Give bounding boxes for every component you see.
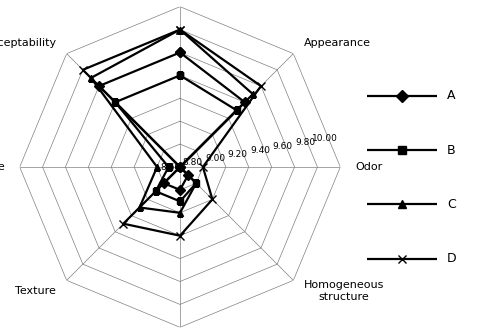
- Text: 8.60: 8.60: [160, 163, 180, 171]
- B: [152, 189, 158, 193]
- Text: 9.60: 9.60: [272, 142, 292, 151]
- A: [177, 188, 183, 192]
- A: [177, 165, 183, 169]
- C: [250, 92, 256, 96]
- D: [120, 222, 126, 226]
- Text: 9.00: 9.00: [205, 154, 225, 163]
- D: [177, 165, 183, 169]
- Text: Odor: Odor: [355, 162, 382, 172]
- C: [177, 211, 183, 215]
- Text: 10.00: 10.00: [312, 134, 338, 143]
- Line: B: B: [112, 72, 240, 205]
- Text: Appearance: Appearance: [304, 38, 371, 48]
- D: [177, 28, 183, 32]
- C: [193, 181, 199, 185]
- B: [112, 100, 118, 104]
- Text: C: C: [447, 198, 456, 211]
- C: [177, 28, 183, 32]
- B: [177, 73, 183, 77]
- B: [193, 181, 199, 185]
- Line: A: A: [96, 49, 248, 193]
- C: [177, 28, 183, 32]
- C: [177, 165, 183, 169]
- Text: 9.80: 9.80: [295, 138, 315, 147]
- B: [177, 73, 183, 77]
- Text: Texture: Texture: [15, 286, 56, 296]
- Text: Overall acceptability: Overall acceptability: [0, 38, 56, 48]
- B: [177, 199, 183, 203]
- C: [154, 165, 160, 169]
- A: [177, 50, 183, 54]
- Text: 8.80: 8.80: [182, 158, 203, 167]
- D: [258, 84, 264, 88]
- D: [80, 68, 86, 72]
- A: [177, 165, 183, 169]
- B: [177, 165, 183, 169]
- Text: Homogeneous
structure: Homogeneous structure: [304, 280, 384, 302]
- Text: 9.20: 9.20: [228, 150, 248, 159]
- A: [161, 181, 167, 185]
- A: [177, 50, 183, 54]
- D: [210, 197, 216, 201]
- D: [177, 28, 183, 32]
- B: [234, 108, 239, 112]
- Line: C: C: [88, 26, 256, 216]
- D: [177, 234, 183, 238]
- A: [185, 173, 191, 177]
- D: [200, 165, 206, 169]
- C: [136, 205, 142, 209]
- Text: B: B: [447, 144, 456, 157]
- Line: D: D: [78, 25, 265, 240]
- Text: A: A: [447, 90, 456, 102]
- A: [96, 84, 102, 88]
- C: [88, 76, 94, 80]
- Text: D: D: [447, 252, 456, 265]
- Text: 9.40: 9.40: [250, 146, 270, 155]
- B: [166, 165, 172, 169]
- Text: Taste: Taste: [0, 162, 5, 172]
- A: [242, 100, 248, 104]
